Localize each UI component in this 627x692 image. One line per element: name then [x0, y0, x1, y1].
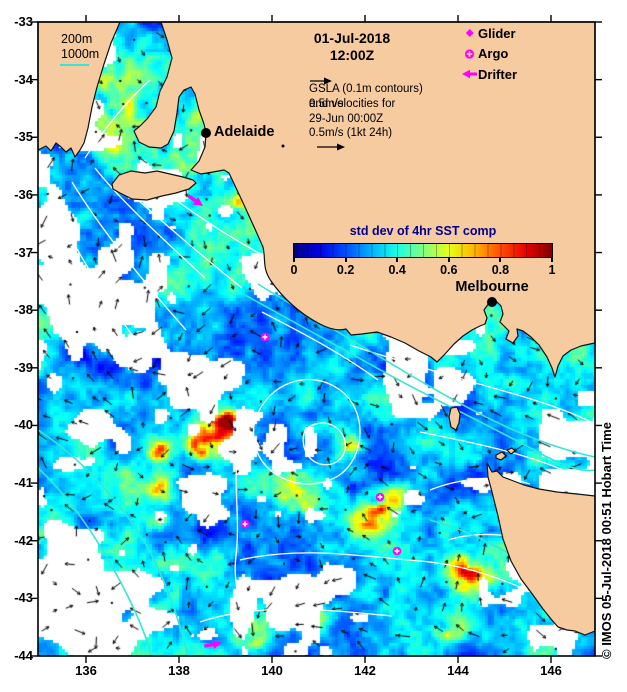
imos-watermark: © IMOS 05-Jul-2018 00:51 Hobart Time [599, 422, 614, 659]
axis-ticks [31, 15, 602, 663]
colorbar-tick-label: 0.8 [491, 263, 510, 277]
colorbar-tick-label: 0.6 [440, 263, 458, 277]
valid-date: 01-Jul-2018 [313, 30, 391, 46]
depth-1000m-line [60, 64, 89, 66]
y-axis-label: -42 [14, 532, 33, 548]
x-axis-label: 146 [540, 663, 562, 678]
annotation-speed-overprint: 0.5m/s [309, 98, 344, 110]
y-axis-label: -43 [14, 590, 33, 606]
x-axis-label: 144 [447, 663, 469, 678]
drifter-marker [203, 640, 222, 649]
city-label-adelaide: Adelaide [214, 124, 275, 140]
velocity-scale-arrow-icon [310, 77, 332, 85]
land-kangaroo-island [111, 170, 197, 201]
argo-marker [375, 492, 385, 502]
x-axis-label: 142 [354, 663, 376, 678]
colorbar-tick-label: 0.2 [336, 263, 355, 277]
colorbar-tick [499, 257, 502, 262]
argo-marker [260, 332, 270, 342]
annotation-block: GSLA (0.1m contours) and velocities for … [309, 76, 459, 156]
annotation-gsla: GSLA (0.1m contours) [309, 83, 423, 95]
x-axis-label: 138 [168, 663, 190, 678]
platform-markers [187, 194, 402, 649]
legend-item-glider: Glider [461, 24, 516, 42]
y-axis-label: -36 [14, 186, 33, 202]
land-king-island [448, 406, 461, 431]
annotation-velocity-date: 29-Jun 00:00Z [309, 113, 384, 125]
colorbar-tick [447, 257, 450, 262]
land-hunter-islets [495, 447, 516, 461]
city-label-melbourne: Melbourne [455, 279, 529, 295]
y-axis-label: -39 [14, 359, 33, 375]
annotation-scale-label: 0.5m/s (1kt 24h) [309, 127, 393, 139]
city-dot-melbourne [487, 297, 497, 307]
legend-item-argo: Argo [461, 45, 508, 63]
city-dot-adelaide [201, 128, 211, 138]
annotation-velocities-for: and velocities for [309, 98, 396, 110]
legend-label: Argo [478, 46, 509, 61]
colorbar-tick [396, 257, 399, 262]
colorbar-tick-label: 1 [548, 263, 556, 277]
colorbar-tick [344, 257, 347, 262]
x-axis-label: 140 [261, 663, 283, 678]
argo-marker [392, 546, 402, 556]
y-axis-label: -33 [14, 14, 33, 29]
landmass [37, 21, 596, 636]
legend-label: Glider [478, 25, 516, 41]
y-axis-label: -40 [14, 417, 33, 433]
y-axis-label: -35 [14, 129, 33, 145]
land-tasmania [486, 462, 596, 636]
legend-item-drifter: Drifter [461, 65, 517, 83]
drifter-marker [187, 194, 203, 206]
y-axis-label: -41 [14, 475, 33, 491]
land-eyre-peninsula [37, 21, 121, 158]
y-axis-label: -37 [14, 244, 33, 260]
velocity-dot [281, 144, 285, 148]
depth-1000m-label: 1000m [61, 47, 100, 61]
colorbar-tick [293, 257, 295, 262]
colorbar-title: std dev of 4hr SST comp [349, 224, 497, 238]
colorbar: std dev of 4hr SST comp 0 0.2 0.4 0.6 0.8 1 [291, 224, 556, 280]
colorbar-tick-label: 0.4 [388, 263, 406, 277]
colorbar-tick-label: 0 [290, 263, 298, 277]
valid-hour: 12:00Z [329, 47, 375, 63]
velocity-scale-arrow-icon [317, 143, 345, 151]
city-dots [201, 128, 497, 307]
depth-legend: 200m 1000m [61, 32, 99, 62]
legend-label: Drifter [478, 66, 518, 82]
y-axis-label: -38 [14, 302, 33, 318]
argo-marker [240, 519, 250, 529]
y-axis-label: -34 [14, 71, 33, 87]
depth-200m-label: 200m [61, 32, 93, 46]
circle-plus-icon [464, 48, 475, 59]
diamond-icon [465, 29, 474, 37]
arrow-icon [462, 69, 477, 79]
x-axis-label: 136 [75, 663, 97, 678]
colorbar-gradient [293, 243, 553, 258]
y-axis-label: -44 [14, 648, 33, 663]
plot-border [37, 21, 596, 657]
colorbar-tick [551, 257, 553, 262]
valid-time-title: 01-Jul-2018 12:00Z [300, 30, 404, 64]
land-mainland-east [133, 21, 596, 378]
